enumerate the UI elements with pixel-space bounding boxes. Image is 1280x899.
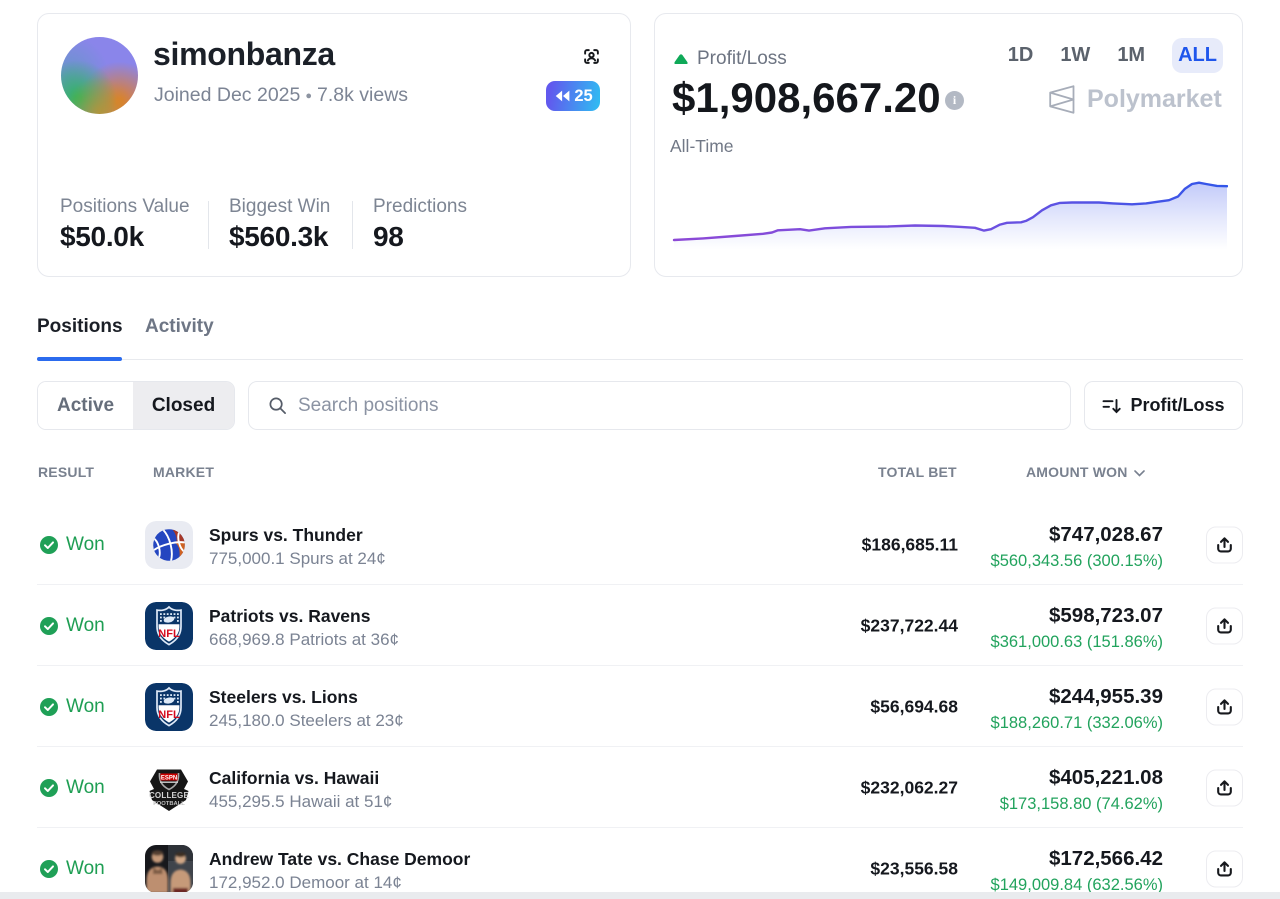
svg-text:NFL: NFL xyxy=(158,628,180,640)
svg-text:COLLEGE: COLLEGE xyxy=(149,791,190,800)
svg-text:FOOTBALL: FOOTBALL xyxy=(153,801,185,807)
svg-text:ESPN: ESPN xyxy=(161,775,177,781)
svg-text:NFL: NFL xyxy=(158,709,180,721)
